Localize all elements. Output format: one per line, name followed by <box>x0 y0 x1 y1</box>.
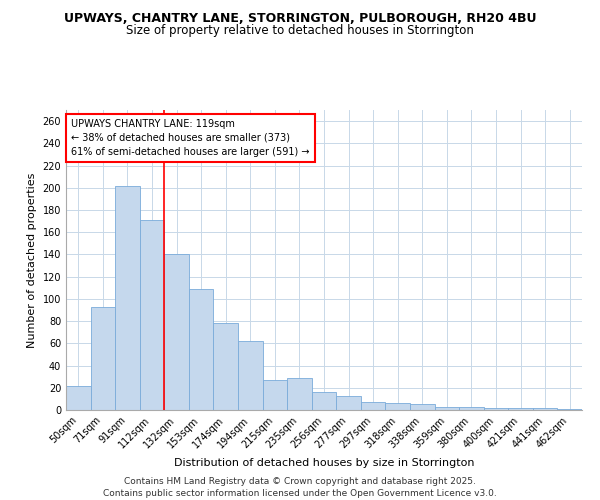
Bar <box>385 404 410 410</box>
Bar <box>214 324 238 410</box>
Bar <box>66 386 91 410</box>
Text: Size of property relative to detached houses in Storrington: Size of property relative to detached ho… <box>126 24 474 37</box>
Bar <box>140 220 164 410</box>
Bar <box>263 380 287 410</box>
Bar <box>459 406 484 410</box>
Bar <box>238 341 263 410</box>
Bar <box>557 409 582 410</box>
Bar <box>508 408 533 410</box>
Text: UPWAYS CHANTRY LANE: 119sqm
← 38% of detached houses are smaller (373)
61% of se: UPWAYS CHANTRY LANE: 119sqm ← 38% of det… <box>71 119 310 157</box>
Bar <box>164 254 189 410</box>
Bar <box>361 402 385 410</box>
Bar <box>287 378 312 410</box>
Bar <box>91 306 115 410</box>
Bar <box>434 406 459 410</box>
X-axis label: Distribution of detached houses by size in Storrington: Distribution of detached houses by size … <box>174 458 474 468</box>
Y-axis label: Number of detached properties: Number of detached properties <box>27 172 37 348</box>
Bar <box>312 392 336 410</box>
Bar <box>115 186 140 410</box>
Text: Contains HM Land Registry data © Crown copyright and database right 2025.
Contai: Contains HM Land Registry data © Crown c… <box>103 476 497 498</box>
Bar <box>484 408 508 410</box>
Bar <box>189 289 214 410</box>
Bar <box>533 408 557 410</box>
Bar <box>410 404 434 410</box>
Text: UPWAYS, CHANTRY LANE, STORRINGTON, PULBOROUGH, RH20 4BU: UPWAYS, CHANTRY LANE, STORRINGTON, PULBO… <box>64 12 536 26</box>
Bar <box>336 396 361 410</box>
